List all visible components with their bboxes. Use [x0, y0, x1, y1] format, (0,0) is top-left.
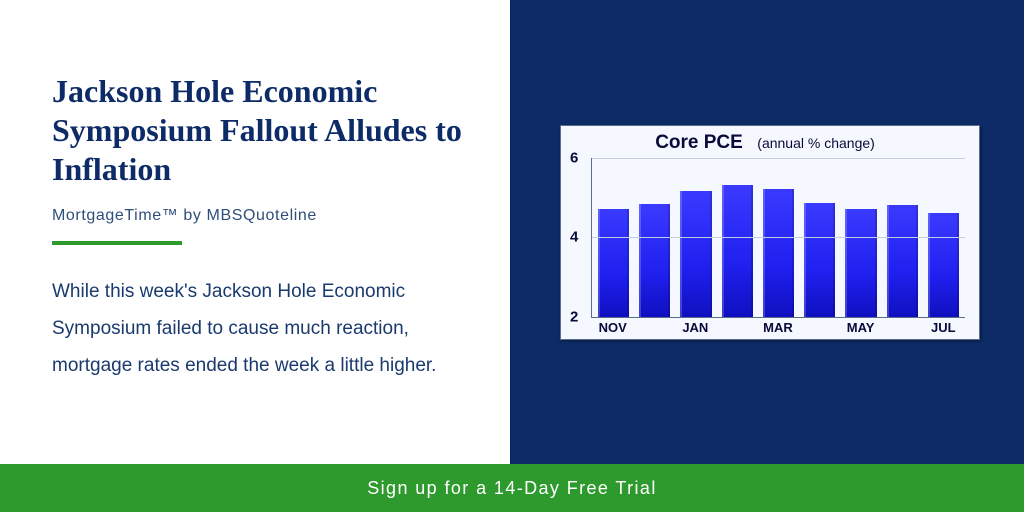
divider — [52, 241, 182, 245]
chart-card: Core PCE (annual % change) 246 NOVJANMAR… — [560, 125, 980, 340]
chart-plot-area: 246 — [591, 158, 965, 318]
subtitle: MortgageTime™ by MBSQuoteline — [52, 207, 470, 225]
bar — [845, 209, 876, 316]
bar — [887, 205, 918, 316]
x-tick-label — [638, 320, 669, 335]
y-tick-label: 2 — [570, 308, 578, 325]
x-tick-label: MAY — [845, 320, 876, 335]
cta-label: Sign up for a 14-Day Free Trial — [367, 478, 657, 499]
x-tick-label — [721, 320, 752, 335]
bar — [639, 204, 670, 316]
x-axis-labels: NOV JAN MAR MAY JUL — [591, 318, 965, 335]
bar — [680, 191, 711, 316]
body-text: While this week's Jackson Hole Economic … — [52, 273, 470, 384]
x-tick-label — [886, 320, 917, 335]
chart-panel: Core PCE (annual % change) 246 NOVJANMAR… — [510, 0, 1024, 464]
gridline — [592, 158, 965, 159]
x-tick-label: JUL — [928, 320, 959, 335]
headline: Jackson Hole Economic Symposium Fallout … — [52, 72, 470, 189]
x-tick-label: NOV — [597, 320, 628, 335]
cta-banner[interactable]: Sign up for a 14-Day Free Trial — [0, 464, 1024, 512]
chart-title-main: Core PCE — [655, 132, 743, 153]
bar — [598, 209, 629, 316]
x-tick-label — [804, 320, 835, 335]
bar — [763, 189, 794, 316]
bar — [928, 213, 959, 316]
x-tick-label: MAR — [762, 320, 793, 335]
promo-card: Jackson Hole Economic Symposium Fallout … — [0, 0, 1024, 512]
chart-title: Core PCE (annual % change) — [565, 132, 965, 154]
chart-title-sub: (annual % change) — [757, 135, 875, 151]
y-tick-label: 6 — [570, 149, 578, 166]
text-panel: Jackson Hole Economic Symposium Fallout … — [0, 0, 510, 464]
x-tick-label: JAN — [680, 320, 711, 335]
bar — [722, 185, 753, 317]
bar — [804, 203, 835, 317]
gridline — [592, 237, 965, 238]
y-tick-label: 4 — [570, 229, 578, 246]
